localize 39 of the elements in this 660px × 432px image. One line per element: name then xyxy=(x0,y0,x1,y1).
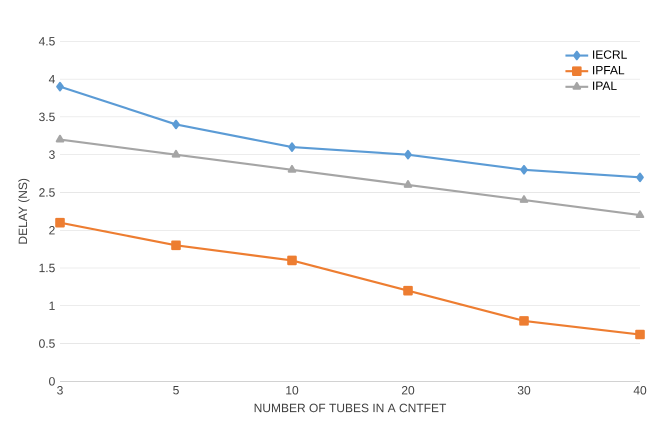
point xyxy=(288,142,296,152)
point xyxy=(520,195,528,203)
x-tick-label: 20 xyxy=(402,386,414,395)
point xyxy=(56,82,64,92)
y-tick-label: 1.5 xyxy=(40,264,55,272)
point xyxy=(404,180,412,188)
y-axis-title: DELAY (NS) xyxy=(18,178,30,244)
x-tick-label: 10 xyxy=(286,386,298,395)
y-tick-label: 2 xyxy=(49,226,55,234)
x-tick-label: 3 xyxy=(57,386,63,395)
x-axis-title: NUMBER OF TUBES IN A CNTFET xyxy=(254,404,446,412)
y-tick-label: 0 xyxy=(49,377,55,386)
point xyxy=(172,150,180,158)
point xyxy=(404,150,412,160)
x-tick-label: 40 xyxy=(634,386,646,395)
point xyxy=(635,330,645,340)
point xyxy=(55,218,65,228)
point xyxy=(636,210,644,218)
point xyxy=(171,240,181,250)
y-tick-label: 3 xyxy=(49,150,55,159)
legend-label: IECRL xyxy=(593,50,627,59)
point xyxy=(403,286,413,296)
point xyxy=(288,164,296,173)
point xyxy=(172,120,180,130)
y-tick-label: 4.5 xyxy=(38,37,55,46)
y-tick-label: 1 xyxy=(50,302,55,310)
point xyxy=(520,164,528,175)
y-tick-label: 4 xyxy=(48,74,55,84)
point xyxy=(287,256,297,266)
legend-label: IPAL xyxy=(593,82,617,90)
point xyxy=(519,316,529,326)
x-tick-label: 5 xyxy=(173,386,179,394)
y-tick-label: 2.5 xyxy=(39,188,55,197)
point xyxy=(56,134,64,142)
x-tick-label: 30 xyxy=(518,386,530,395)
y-tick-label: 0.5 xyxy=(39,339,55,348)
point xyxy=(636,172,644,182)
legend-label: IPFAL xyxy=(593,66,624,74)
y-tick-label: 3.5 xyxy=(39,112,55,122)
